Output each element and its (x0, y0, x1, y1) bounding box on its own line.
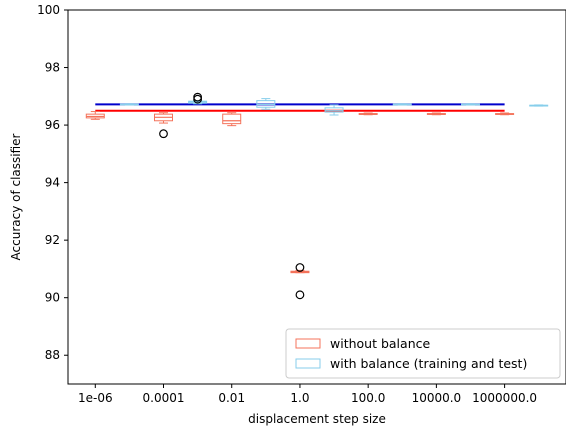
box-2-6 (460, 103, 480, 106)
box-1-6 (426, 112, 446, 116)
y-axis-label: Accuracy of classifier (9, 133, 23, 260)
x-tick-label: 0.01 (218, 391, 245, 405)
y-tick-label: 96 (45, 118, 60, 132)
x-tick-label: 100.0 (351, 391, 385, 405)
x-tick-label: 10000.0 (412, 391, 462, 405)
x-axis-label: displacement step size (248, 412, 386, 426)
legend-swatch (295, 358, 321, 369)
box-body (324, 107, 344, 113)
outlier-point (193, 94, 203, 104)
y-tick-label: 92 (45, 233, 60, 247)
box-1-1 (85, 111, 105, 120)
box-2-7 (529, 104, 549, 107)
legend-box (285, 328, 561, 379)
box-2-4 (324, 104, 344, 116)
legend-label: with balance (training and test) (330, 356, 527, 371)
box-1-7 (495, 112, 515, 116)
box-2-1 (119, 103, 139, 106)
box-2-5 (392, 103, 412, 106)
box-2-2 (188, 92, 208, 105)
x-tick-label: 1e-06 (78, 391, 113, 405)
box-2-3 (256, 98, 276, 110)
box-1-3 (222, 112, 242, 127)
box-body (222, 113, 242, 125)
y-tick-label: 88 (45, 348, 60, 362)
legend-swatch (295, 338, 321, 349)
x-tick-label: 0.0001 (143, 391, 185, 405)
x-tick-label: 1.0 (290, 391, 309, 405)
y-tick-label: 100 (37, 3, 60, 17)
y-tick-label: 90 (45, 291, 60, 305)
box-1-5 (358, 112, 378, 116)
y-tick-label: 98 (45, 61, 60, 75)
x-tick-label: 1000000.0 (472, 391, 537, 405)
legend: without balance with balance (training an… (285, 328, 561, 379)
plot-area (85, 92, 549, 300)
box-1-4 (290, 263, 310, 300)
outlier-point (295, 263, 305, 272)
outlier-point (295, 290, 305, 300)
outlier-point (159, 129, 168, 139)
legend-label: without balance (330, 336, 430, 351)
box-1-2 (154, 112, 174, 139)
axes: 88 90 92 94 96 98 100 1e-06 0.0001 0.01 1.0 100.0 10… (37, 3, 566, 405)
axes-frame (67, 9, 566, 385)
y-tick-label: 94 (45, 176, 60, 190)
